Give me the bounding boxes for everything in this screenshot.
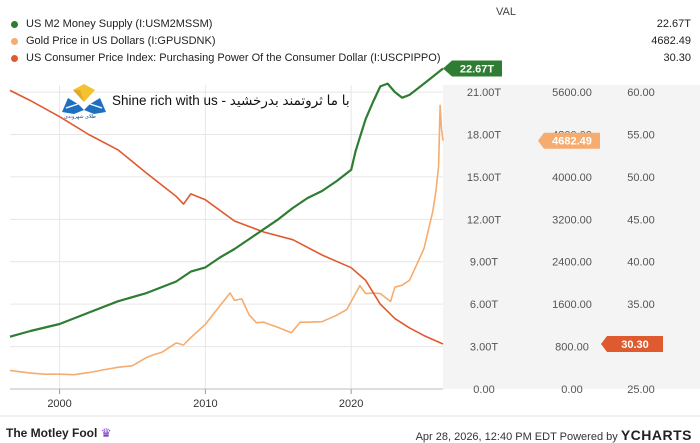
legend-name-cpi: US Consumer Price Index: Purchasing Powe… bbox=[26, 52, 441, 64]
legend-value-m2: 22.67T bbox=[656, 18, 691, 30]
y-tick-label-gold: 3200.00 bbox=[552, 214, 592, 226]
legend-name-gold: Gold Price in US Dollars (I:GPUSDNK) bbox=[26, 35, 216, 47]
y-tick-label-gold: 4000.00 bbox=[552, 172, 592, 184]
y-tick-label-cpi: 55.00 bbox=[627, 129, 655, 141]
series-line-cpi bbox=[9, 89, 444, 345]
y-tick-label-m2: 21.00T bbox=[467, 87, 502, 99]
legend-row-gold[interactable]: Gold Price in US Dollars (I:GPUSDNK) 468… bbox=[6, 33, 696, 50]
y-tick-label-gold: 1600.00 bbox=[552, 299, 592, 311]
y-tick-label-gold: 0.00 bbox=[561, 384, 582, 396]
y-tick-label-cpi: 40.00 bbox=[627, 257, 655, 269]
y-tick-label-gold: 2400.00 bbox=[552, 257, 592, 269]
x-tick-label: 2000 bbox=[47, 398, 71, 410]
y-tick-label-m2: 12.00T bbox=[467, 214, 502, 226]
x-tick-label: 2010 bbox=[193, 398, 217, 410]
val-column-header: VAL bbox=[496, 6, 516, 18]
legend-value-cpi: 30.30 bbox=[663, 52, 691, 64]
plot-area bbox=[10, 85, 443, 389]
diamond-logo-icon bbox=[73, 84, 95, 102]
legend-row-m2[interactable]: US M2 Money Supply (I:USM2MSSM) 22.67T bbox=[6, 16, 696, 33]
end-label-box-m2 bbox=[443, 60, 502, 77]
y-tick-label-cpi: 60.00 bbox=[627, 87, 655, 99]
y-tick-label-cpi: 45.00 bbox=[627, 214, 655, 226]
legend: VAL US M2 Money Supply (I:USM2MSSM) 22.6… bbox=[6, 0, 696, 67]
legend-value-gold: 4682.49 bbox=[651, 35, 691, 47]
y-tick-label-cpi: 35.00 bbox=[627, 299, 655, 311]
y-tick-label-cpi: 50.00 bbox=[627, 172, 655, 184]
y-tick-label-m2: 3.00T bbox=[470, 342, 498, 354]
end-label-text-m2: 22.67T bbox=[460, 63, 495, 75]
ycharts-logo[interactable]: YCHARTS bbox=[620, 427, 692, 443]
end-label-box-gold bbox=[538, 132, 600, 149]
y-tick-label-gold: 800.00 bbox=[555, 342, 589, 354]
end-label-m2: 22.67T bbox=[443, 60, 502, 77]
y-tick-label-gold: 5600.00 bbox=[552, 87, 592, 99]
motley-fool-brand[interactable]: The Motley Fool ♛ bbox=[6, 426, 111, 440]
footer-meta: Apr 28, 2026, 12:40 PM EDT Powered by YC… bbox=[416, 427, 692, 443]
series-lines bbox=[9, 67, 444, 376]
y-tick-label-m2: 18.00T bbox=[467, 129, 502, 141]
y-tick-label-m2: 15.00T bbox=[467, 172, 502, 184]
jester-hat-icon: ♛ bbox=[100, 426, 112, 440]
end-label-cpi: 30.30 bbox=[601, 336, 663, 353]
series-line-gold bbox=[9, 104, 444, 376]
series-end-labels: 22.67T 4682.49 30.30 bbox=[443, 60, 663, 353]
legend-dot-cpi bbox=[11, 55, 18, 62]
watermark-logo bbox=[62, 84, 106, 114]
end-label-text-cpi: 30.30 bbox=[621, 339, 649, 351]
legend-name-m2: US M2 Money Supply (I:USM2MSSM) bbox=[26, 18, 213, 30]
chart-grid bbox=[10, 85, 700, 390]
watermark-text: Shine rich with us - با ما ثروتمند بدرخش… bbox=[112, 93, 350, 108]
legend-dot-gold bbox=[11, 38, 18, 45]
watermark-subtext: طلای شهروندی bbox=[64, 114, 96, 120]
footer-timestamp: Apr 28, 2026, 12:40 PM EDT Powered by bbox=[415, 431, 618, 443]
end-label-box-cpi bbox=[601, 336, 663, 353]
y-tick-label-m2: 9.00T bbox=[470, 257, 498, 269]
y-tick-label-cpi: 25.00 bbox=[627, 384, 655, 396]
y-tick-label-m2: 0.00 bbox=[473, 384, 494, 396]
x-axis: 2000 2010 2020 bbox=[0, 388, 700, 417]
y-tick-label-m2: 6.00T bbox=[470, 299, 498, 311]
end-label-gold: 4682.49 bbox=[538, 132, 600, 149]
legend-row-cpi[interactable]: US Consumer Price Index: Purchasing Powe… bbox=[6, 50, 696, 67]
legend-dot-m2 bbox=[11, 21, 18, 28]
end-label-text-gold: 4682.49 bbox=[552, 136, 592, 148]
motley-fool-label: The Motley Fool bbox=[6, 426, 98, 440]
x-tick-label: 2020 bbox=[339, 398, 363, 410]
series-line-m2 bbox=[9, 67, 444, 338]
